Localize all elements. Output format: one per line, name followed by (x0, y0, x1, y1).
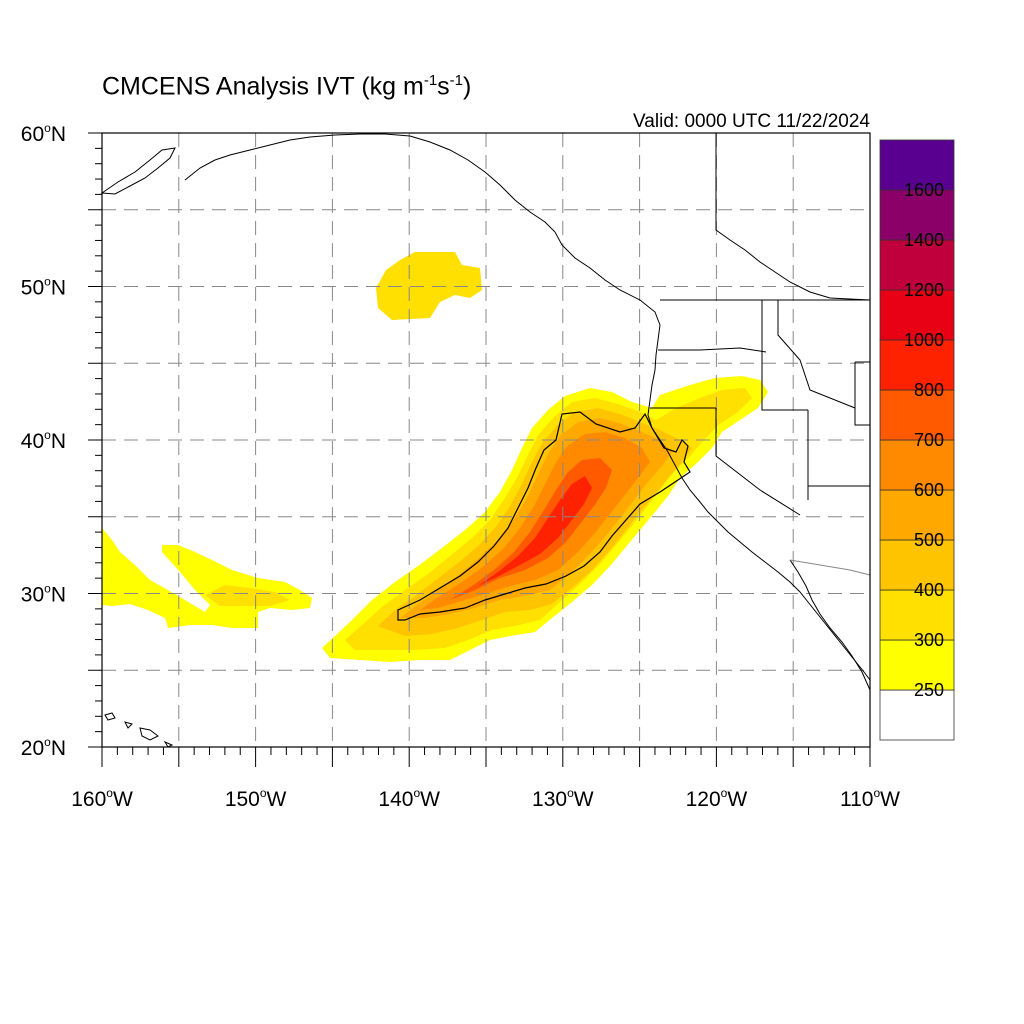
colorbar-label: 800 (914, 380, 944, 400)
coast-alaska (100, 147, 176, 195)
title-mid: s (437, 72, 450, 101)
colorbar-label: 1200 (904, 280, 944, 300)
border-ca-nv (715, 408, 801, 516)
ivt-field (102, 252, 768, 662)
colorbar-box (879, 589, 955, 641)
colorbar-box (879, 439, 955, 491)
colorbar-label: 500 (914, 530, 944, 550)
title-sup1: -1 (423, 72, 438, 89)
valid-time: Valid: 0000 UTC 11/22/2024 (633, 111, 870, 132)
colorbar: 250 300 400 500 600 700 800 1000 1200 1400 1600 (879, 139, 955, 741)
ivt-patch-north (376, 252, 482, 320)
lat-axis: 60oN 50oN 40oN 30oN 20oN (21, 121, 102, 760)
title-suffix: ) (463, 72, 472, 101)
ivt-patch-west-inner (205, 585, 290, 606)
coast-baja (789, 559, 871, 700)
lon-tick-label: 160oW (71, 786, 133, 811)
lon-tick-label: 140oW (378, 786, 440, 811)
colorbar-box (879, 539, 955, 591)
state-borders (650, 299, 871, 576)
colorbar-label: 600 (914, 480, 944, 500)
title-sup2: -1 (449, 72, 464, 89)
coast-gulf-alaska (184, 133, 411, 181)
colorbar-label: 1400 (904, 230, 944, 250)
colorbar-label: 1600 (904, 180, 944, 200)
gridlines (102, 133, 870, 747)
lon-tick-label: 150oW (225, 786, 287, 811)
colorbar-box (879, 389, 955, 441)
colorbar-box (879, 689, 955, 741)
colorbar-box (879, 189, 955, 241)
title-prefix: CMCENS Analysis IVT (kg m (102, 72, 424, 101)
ivt-contour-line (397, 411, 691, 621)
lat-tick-label: 40oN (21, 428, 66, 453)
lon-tick-label: 130oW (532, 786, 594, 811)
border-id-mt (777, 300, 856, 409)
lat-tick-label: 30oN (21, 582, 66, 607)
ivt-ar-800 (478, 476, 592, 586)
coast-hawaii (104, 712, 174, 748)
colorbar-box (879, 139, 955, 191)
lon-tick-label: 110oW (840, 786, 900, 811)
border-wa-or (658, 347, 767, 353)
colorbar-label: 700 (914, 430, 944, 450)
border-us-mexico (789, 559, 871, 576)
chart-title: CMCENS Analysis IVT (kg m-1s-1) (102, 72, 471, 101)
lat-tick-label: 20oN (21, 735, 66, 760)
lon-tick-label: 120oW (686, 786, 748, 811)
colorbar-label: 250 (914, 680, 944, 700)
colorbar-box (879, 289, 955, 341)
colorbar-label: 400 (914, 580, 944, 600)
colorbar-label: 1000 (904, 330, 944, 350)
colorbar-label: 300 (914, 630, 944, 650)
colorbar-box (879, 339, 955, 391)
lon-axis: 160oW 150oW 140oW 130oW 120oW 110oW (71, 747, 900, 811)
ivt-patch-west (102, 528, 312, 628)
lat-tick-label: 60oN (21, 121, 66, 146)
border-wy (854, 361, 870, 426)
colorbar-box (879, 639, 955, 691)
border-idaho (761, 300, 808, 411)
coast-canada-interior (715, 133, 871, 301)
lat-tick-label: 50oN (21, 275, 66, 300)
